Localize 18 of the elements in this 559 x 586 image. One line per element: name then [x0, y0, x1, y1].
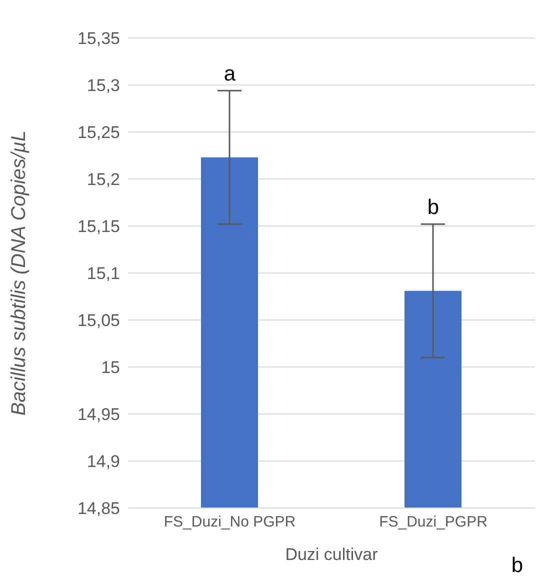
annotation: b [427, 196, 440, 220]
annotation: a [224, 62, 236, 86]
x-tick-label: FS_Duzi_PGPR [379, 514, 488, 531]
y-axis-title: Bacillus subtilis (DNA Copies/µL [8, 130, 30, 416]
y-tick-label: 14,9 [86, 452, 120, 472]
y-tick-label: 14,95 [77, 405, 120, 424]
y-tick-label: 15,15 [77, 217, 120, 236]
y-tick-label: 15,3 [86, 76, 120, 96]
y-tick-label: 15,25 [77, 123, 120, 142]
y-tick-label: 15,35 [77, 29, 120, 48]
x-tick-label: FS_Duzi_No PGPR [164, 514, 296, 531]
y-tick-label: 15,1 [86, 264, 120, 284]
text: b [511, 554, 523, 578]
y-tick-label: 15,05 [77, 311, 120, 330]
y-tick-label: 15 [101, 358, 120, 378]
x-axis-title: Duzi cultivar [285, 545, 378, 564]
y-tick-label: 14,85 [77, 499, 120, 518]
y-tick-label: 15,2 [86, 170, 120, 190]
